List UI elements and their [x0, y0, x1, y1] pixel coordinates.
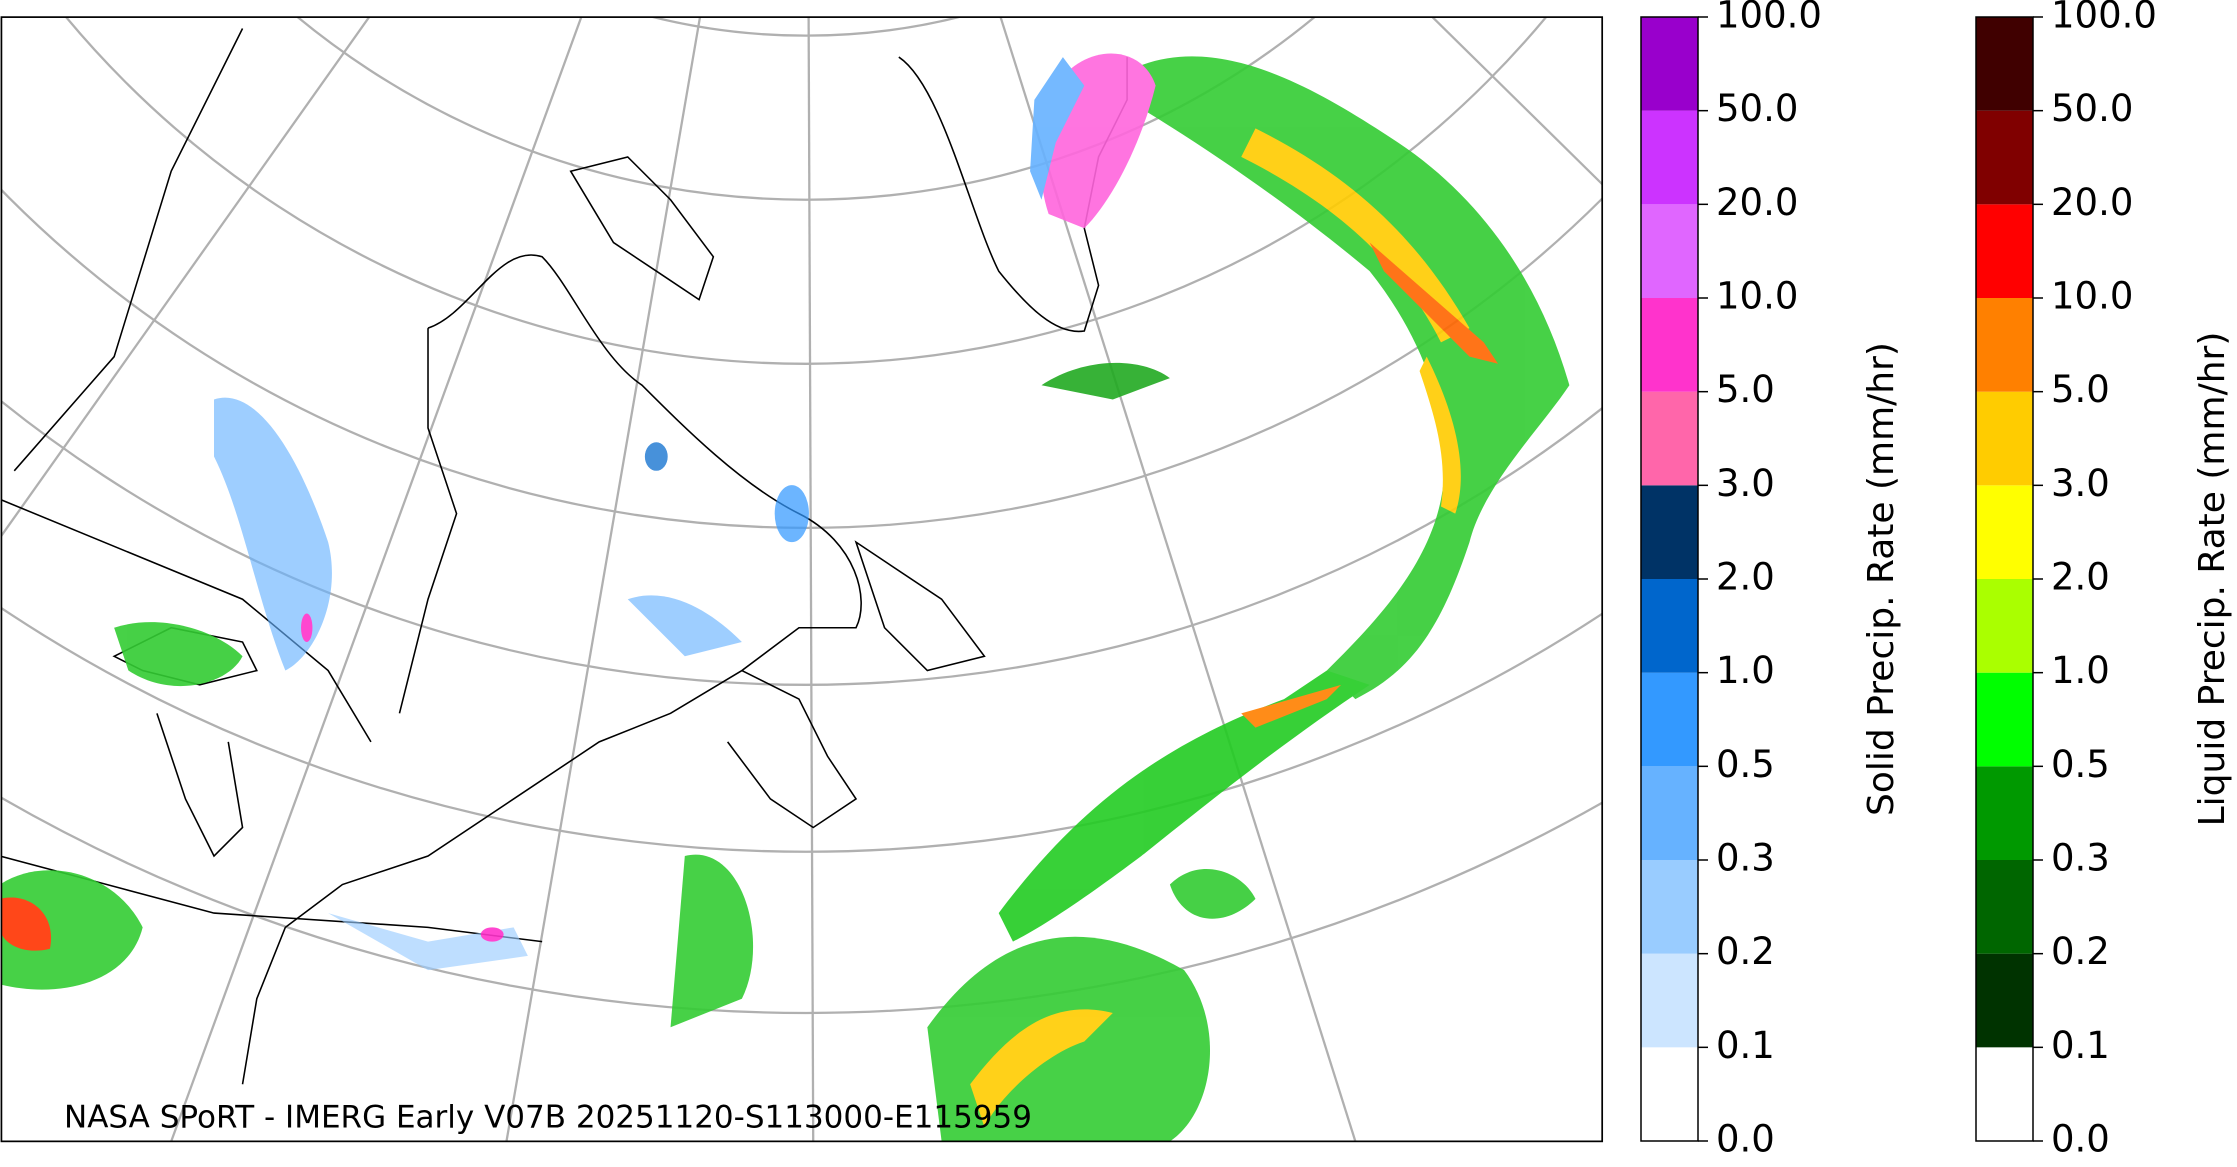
- colorbar-tick-label: 5.0: [2051, 368, 2110, 411]
- colorbar-tick-label: 0.2: [1716, 930, 1775, 973]
- latitude-line: [1, 399, 1603, 686]
- colorbar-tick-label: 0.5: [1716, 743, 1775, 786]
- colorbar-tick-label: 20.0: [2051, 181, 2133, 224]
- colorbar-segment: [1976, 579, 2033, 673]
- colorbar-tick-label: 0.3: [1716, 837, 1775, 880]
- colorbar-segment: [1641, 17, 1698, 111]
- colorbar-label: Liquid Precip. Rate (mm/hr): [2192, 332, 2233, 827]
- latitude-line: [64, 17, 1548, 365]
- latitude-line: [1, 796, 1603, 1014]
- latitude-line: [1, 606, 1603, 853]
- colorbar-tick-label: 0.0: [2051, 1118, 2110, 1161]
- colorbar-tick-label: 100.0: [1716, 0, 1822, 37]
- meridian: [505, 17, 702, 1142]
- colorbar-tick-label: 0.0: [1716, 1118, 1775, 1161]
- precipitation: [1, 53, 1570, 1142]
- meridian: [1430, 17, 1603, 186]
- colorbar-segment: [1976, 204, 2033, 298]
- map-frame: [0, 16, 1604, 1143]
- meridian: [999, 17, 1357, 1142]
- meridian: [1, 17, 371, 538]
- colorbar-segment: [1976, 766, 2033, 860]
- map-content: [1, 17, 1603, 1142]
- coastlines: [1, 28, 1128, 1085]
- colorbar-segment: [1641, 1047, 1698, 1141]
- colorbar-segment: [1641, 672, 1698, 767]
- colorbar-segment: [1641, 204, 1698, 298]
- colorbar-tick-label: 1.0: [2051, 649, 2110, 692]
- colorbar-tick-label: 0.1: [2051, 1024, 2110, 1067]
- colorbar-segment: [1976, 298, 2033, 392]
- meridian: [170, 17, 583, 1142]
- colorbar-tick-label: 0.1: [1716, 1024, 1775, 1067]
- latitude-line: [296, 17, 1316, 201]
- colorbar-segment: [1976, 953, 2033, 1048]
- colorbar-tick-label: 20.0: [1716, 181, 1798, 224]
- colorbar-segment: [1641, 110, 1698, 205]
- colorbar-segment: [1641, 298, 1698, 392]
- colorbar-segment: [1976, 860, 2033, 954]
- colorbar-tick-label: 5.0: [1716, 368, 1775, 411]
- colorbar-tick-label: 50.0: [1716, 87, 1798, 130]
- colorbar-segment: [1976, 110, 2033, 205]
- colorbar-tick-label: 10.0: [2051, 275, 2133, 318]
- colorbar-segment: [1641, 953, 1698, 1048]
- colorbar-tick-label: 0.2: [2051, 930, 2110, 973]
- meridian: [807, 17, 815, 1142]
- colorbar-tick-label: 2.0: [2051, 556, 2110, 599]
- colorbar-segment: [1641, 579, 1698, 673]
- colorbar-segment: [1641, 485, 1698, 579]
- colorbar-label: Solid Precip. Rate (mm/hr): [1861, 342, 1902, 816]
- colorbar-tick-label: 3.0: [1716, 462, 1775, 505]
- colorbar-segment: [1976, 391, 2033, 486]
- colorbar-tick-label: 1.0: [1716, 649, 1775, 692]
- latitude-line: [649, 17, 963, 37]
- colorbar-segment: [1976, 672, 2033, 767]
- caption: NASA SPoRT - IMERG Early V07B 20251120-S…: [64, 1100, 1032, 1136]
- colorbar-tick-label: 50.0: [2051, 87, 2133, 130]
- colorbar-segment: [1641, 766, 1698, 860]
- colorbar-segment: [1976, 1047, 2033, 1141]
- colorbar-tick-label: 100.0: [2051, 0, 2157, 37]
- colorbar-segment: [1976, 485, 2033, 579]
- colorbar-tick-label: 10.0: [1716, 275, 1798, 318]
- colorbar-tick-label: 3.0: [2051, 462, 2110, 505]
- map: [0, 16, 1604, 1143]
- colorbar-segment: [1976, 17, 2033, 111]
- colorbar-tick-label: 2.0: [1716, 556, 1775, 599]
- colorbar-segment: [1641, 391, 1698, 486]
- colorbar-tick-label: 0.5: [2051, 743, 2110, 786]
- colorbar-tick-label: 0.3: [2051, 837, 2110, 880]
- colorbar-segment: [1641, 860, 1698, 954]
